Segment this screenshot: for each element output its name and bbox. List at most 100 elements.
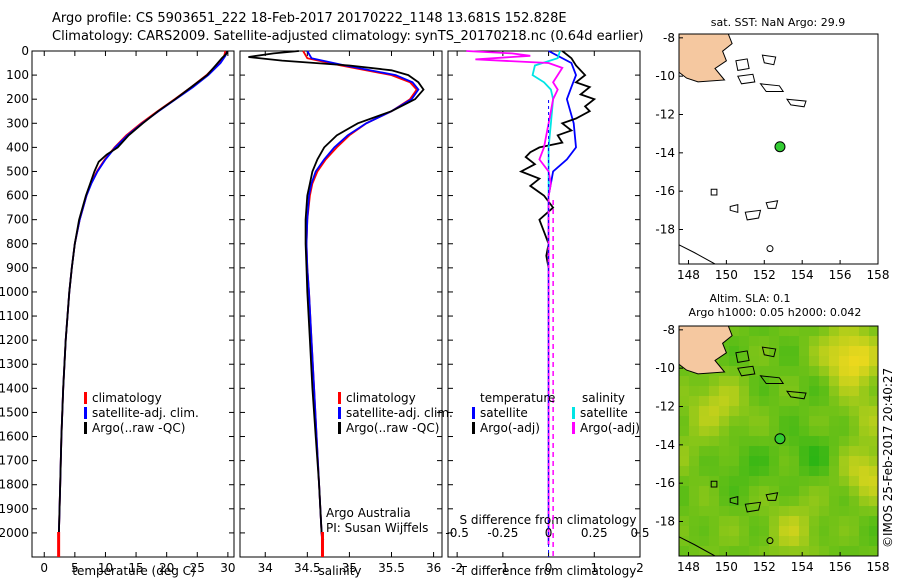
sla-cell (809, 376, 820, 387)
sla-cell (859, 506, 870, 517)
sla-cell (819, 386, 830, 397)
sla-cell (719, 536, 730, 547)
sla-cell (759, 536, 770, 547)
sla-cell (699, 506, 710, 517)
sla-cell (789, 366, 800, 377)
sla-cell (809, 366, 820, 377)
sla-cell (819, 466, 830, 477)
sla-cell (739, 536, 750, 547)
salinity-bottom-marker (320, 532, 324, 557)
sla_map-xtick-label: 152 (753, 560, 776, 574)
sla-cell (829, 376, 840, 387)
salinity-legend-swatch (338, 407, 341, 419)
sla_map-australia-coast (679, 536, 716, 556)
sla-cell (869, 426, 878, 437)
sla-cell (789, 426, 800, 437)
sla-cell (759, 356, 770, 367)
sla-cell (779, 326, 790, 337)
depth-tick-label: 1400 (0, 381, 29, 395)
sla-cell (719, 416, 730, 427)
sla-cell (799, 346, 810, 357)
sla-cell (839, 376, 850, 387)
sla-cell (849, 546, 860, 556)
sla_map-land (679, 326, 733, 375)
depth-tick-label: 100 (6, 68, 29, 82)
sla-cell (749, 326, 760, 337)
sla-cell (799, 366, 810, 377)
sla-cell (839, 486, 850, 497)
sla-cell (839, 396, 850, 407)
sla-cell (789, 436, 800, 447)
sla-cell (719, 526, 730, 537)
sla-cell (689, 506, 700, 517)
sla-cell (679, 416, 690, 427)
sla_map-xtick-label: 150 (715, 560, 738, 574)
sla-cell (709, 426, 720, 437)
sla-cell (739, 426, 750, 437)
depth-tick-label: 1800 (0, 478, 29, 492)
sla-cell (799, 376, 810, 387)
sla-cell (789, 506, 800, 517)
difference-stick-label: -0.5 (445, 526, 468, 540)
sla-cell (789, 536, 800, 547)
sla-cell (789, 346, 800, 357)
sla-cell (679, 476, 690, 487)
sla-cell (729, 356, 740, 367)
difference-stick-label: -0.25 (487, 526, 518, 540)
sla-cell (859, 546, 870, 556)
sla-cell (859, 386, 870, 397)
sla-cell (709, 546, 720, 556)
sla-cell (759, 416, 770, 427)
sla-cell (859, 376, 870, 387)
sla-cell (699, 526, 710, 537)
sla-cell (709, 526, 720, 537)
sla-cell (859, 346, 870, 357)
sla-map-subtitle: Argo h1000: 0.05 h2000: 0.042 (689, 306, 862, 319)
sla-cell (679, 546, 690, 556)
imos-credit: ©IMOS 25-Feb-2017 20:40:27 (881, 368, 895, 548)
depth-tick-label: 700 (6, 213, 29, 227)
sla-cell (849, 326, 860, 337)
sla-cell (679, 536, 690, 547)
sla-cell (779, 426, 790, 437)
sla-cell (809, 336, 820, 347)
sla-cell (719, 486, 730, 497)
sla-cell (699, 426, 710, 437)
sla-cell (829, 336, 840, 347)
salinity-legend-swatch (338, 392, 341, 404)
sst_map-frame (678, 33, 879, 265)
sla-cell (769, 346, 780, 357)
sla_map-ytick-label: -10 (655, 361, 675, 375)
sla-cell (749, 396, 760, 407)
sla-cell (859, 476, 870, 487)
sla-cell (809, 326, 820, 337)
depth-tick-label: 1100 (0, 309, 29, 323)
sla-cell (729, 426, 740, 437)
sst_map-australia-coast (679, 244, 716, 264)
sla-cell (719, 506, 730, 517)
sla-cell (749, 476, 760, 487)
sla_map-island (785, 390, 807, 400)
sla-cell (749, 526, 760, 537)
sla-cell (799, 536, 810, 547)
sla-cell (849, 396, 860, 407)
depth-tick-label: 500 (6, 164, 29, 178)
difference-xtick-label: 2 (636, 561, 644, 575)
sla_map-reef-marker (766, 537, 774, 545)
sla-cell (809, 516, 820, 527)
sla_map-argo-float-marker (774, 433, 786, 445)
sla-cell (849, 536, 860, 547)
sla-cell (729, 386, 740, 397)
sla-cell (749, 496, 760, 507)
sla-cell (719, 386, 730, 397)
sst_map-ytick-label: -8 (663, 31, 675, 45)
sla-cell (739, 326, 750, 337)
sla-cell (729, 366, 740, 377)
sla-cell (759, 436, 770, 447)
sla-cell (839, 466, 850, 477)
sla-cell (769, 516, 780, 527)
depth-tick-label: 1300 (0, 357, 29, 371)
sla-cell (759, 506, 770, 517)
temperature-legend-label: Argo(..raw -QC) (92, 421, 185, 435)
difference-legend-swatch (572, 422, 575, 434)
